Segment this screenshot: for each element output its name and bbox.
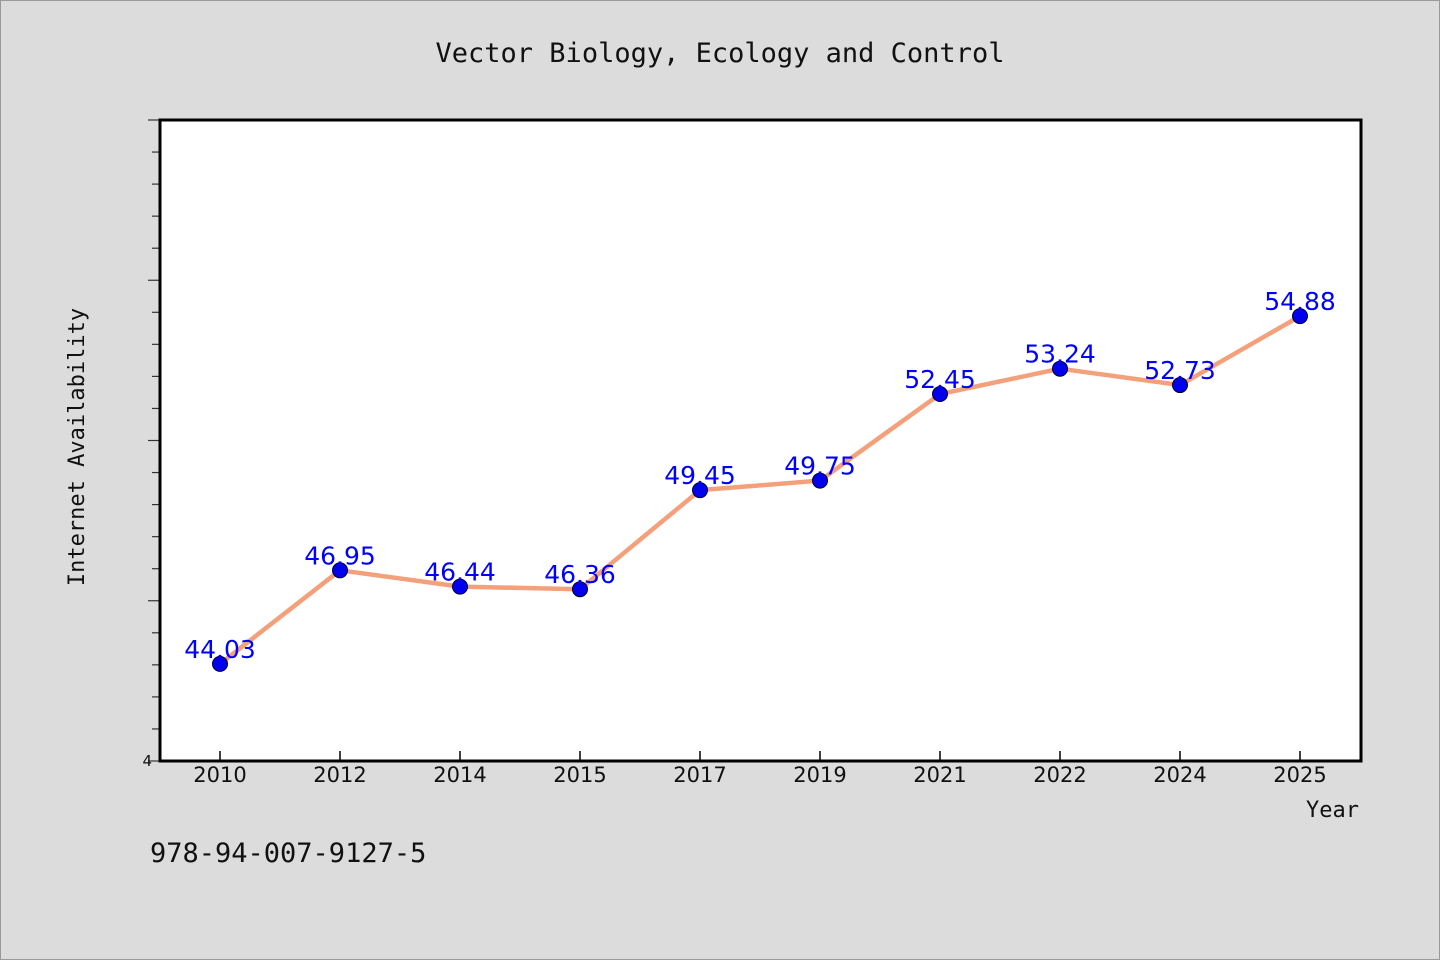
series-line <box>217 313 1303 667</box>
data-label: 49.45 <box>664 461 736 490</box>
data-label: 46.36 <box>544 560 616 589</box>
series-markers <box>212 308 1308 672</box>
data-point <box>812 472 828 489</box>
data-labels: 44.03 46.95 46.44 46.36 49.45 49.75 52.45 53.24… <box>184 287 1336 664</box>
data-label: 46.95 <box>304 541 376 570</box>
data-label: 49.75 <box>784 452 856 481</box>
x-tick-label: 2015 <box>553 763 606 787</box>
x-tick-label: 2025 <box>1273 763 1326 787</box>
y-axis-title: Internet Availability <box>65 308 90 586</box>
data-point <box>212 655 228 672</box>
data-point <box>452 578 468 595</box>
data-point <box>692 482 708 499</box>
data-point <box>1292 308 1308 325</box>
x-tick-label: 2019 <box>793 763 846 787</box>
chart-title: Vector Biology, Ecology and Control <box>436 38 1005 69</box>
data-label: 52.73 <box>1144 356 1216 385</box>
data-label: 46.44 <box>424 558 496 587</box>
data-label: 44.03 <box>184 635 256 664</box>
x-axis-title: Year <box>1306 798 1359 823</box>
data-point <box>1172 377 1188 394</box>
y-axis-ticks: 4 <box>142 119 160 770</box>
series-line-layer <box>217 313 1303 667</box>
plot-area <box>160 120 1361 761</box>
data-point <box>932 386 948 403</box>
x-tick-label: 2017 <box>673 763 726 787</box>
x-axis-ticks: 2010 2012 2014 2015 2017 2019 2021 2022 2024 2025 <box>193 751 1327 787</box>
x-tick-label: 2021 <box>913 763 966 787</box>
data-point <box>572 581 588 598</box>
data-point <box>1052 360 1068 377</box>
data-label: 52.45 <box>904 365 976 394</box>
x-tick-label: 2022 <box>1033 763 1086 787</box>
isbn-text: 978-94-007-9127-5 <box>150 838 426 869</box>
x-tick-label: 2024 <box>1153 763 1206 787</box>
x-tick-label: 2010 <box>193 763 246 787</box>
x-tick-label: 2014 <box>433 763 486 787</box>
data-label: 54.88 <box>1264 287 1336 316</box>
plot-border <box>158 118 1363 763</box>
x-tick-label: 2012 <box>313 763 366 787</box>
data-point <box>332 562 348 579</box>
data-label: 53.24 <box>1024 340 1096 369</box>
y-tick-label: 4 <box>142 752 152 770</box>
